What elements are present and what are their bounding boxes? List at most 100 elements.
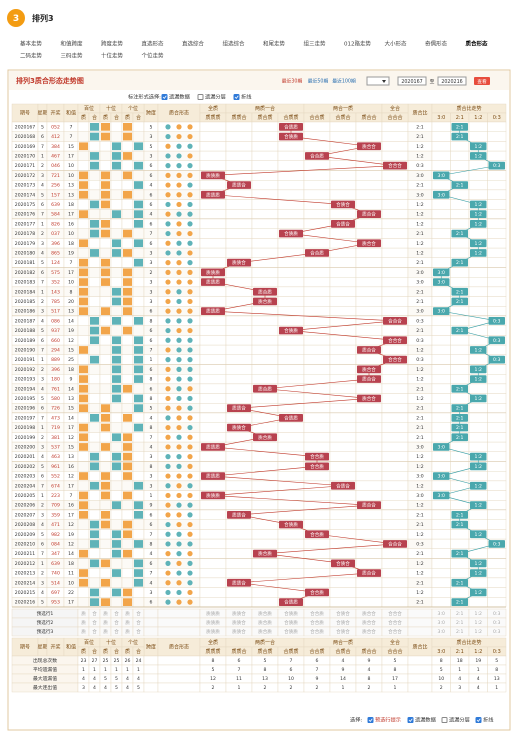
cell xyxy=(110,490,123,501)
view-button-text[interactable]: 查看 xyxy=(477,78,487,85)
preselect-option[interactable]: 合质合 xyxy=(336,610,350,617)
preselect-option[interactable]: 2:1 xyxy=(456,611,463,617)
preselect-option[interactable]: 质质合 xyxy=(232,610,246,617)
from-input[interactable] xyxy=(397,76,427,86)
preselect-option[interactable]: 质 xyxy=(125,619,130,626)
nav-tab[interactable]: 奇偶形态 xyxy=(425,40,448,48)
preselect-option[interactable]: 合合合 xyxy=(388,610,402,617)
nav-tab[interactable]: 个位走势 xyxy=(142,52,165,60)
quick-link[interactable]: 最近50期 xyxy=(308,78,329,85)
preselect-option[interactable]: 合合质 xyxy=(310,619,324,626)
nav-tab[interactable]: 直选形态 xyxy=(142,40,165,48)
nav-tab[interactable]: 组三走势 xyxy=(304,40,327,48)
preselect-option[interactable]: 质合质 xyxy=(258,628,272,635)
checkbox[interactable] xyxy=(367,717,374,723)
nav-tab[interactable]: 质合形态 xyxy=(466,40,489,48)
preselect-option[interactable]: 合 xyxy=(92,610,97,617)
nav-tab[interactable]: 012路走势 xyxy=(344,40,371,48)
preselect-option[interactable]: 1:2 xyxy=(475,629,482,635)
preselect-option[interactable]: 合 xyxy=(136,628,141,635)
preselect-option[interactable]: 3:0 xyxy=(438,629,445,635)
checkbox[interactable] xyxy=(475,717,482,723)
preselect-option[interactable]: 合 xyxy=(114,610,119,617)
nav-tab[interactable]: 和值跨度 xyxy=(61,40,84,48)
preselect-option[interactable]: 合 xyxy=(136,619,141,626)
nav-tab[interactable]: 大小形态 xyxy=(385,40,408,48)
stats-value: 2 xyxy=(264,685,267,691)
preselect-option[interactable]: 0:3 xyxy=(493,620,500,626)
preselect-option[interactable]: 合合合 xyxy=(388,628,402,635)
to-input[interactable] xyxy=(437,76,467,86)
preselect-option[interactable]: 2:1 xyxy=(456,629,463,635)
preselect-option[interactable]: 0:3 xyxy=(493,629,500,635)
nav-tab[interactable]: 直选综合 xyxy=(182,40,205,48)
option-label[interactable]: 遗漏数据 xyxy=(169,93,190,101)
checkbox[interactable] xyxy=(161,94,168,100)
stats-value: 7 xyxy=(238,667,241,673)
quick-link[interactable]: 最近100期 xyxy=(332,78,356,85)
preselect-option[interactable]: 质 xyxy=(125,628,130,635)
preselect-option[interactable]: 合 xyxy=(114,628,119,635)
checkbox[interactable] xyxy=(441,717,448,723)
sum: 10 xyxy=(68,580,74,586)
preselect-option[interactable]: 质 xyxy=(103,619,108,626)
preselect-option[interactable]: 质质合 xyxy=(232,628,246,635)
preselect-option[interactable]: 1:2 xyxy=(475,611,482,617)
preselect-option[interactable]: 质 xyxy=(81,610,86,617)
stats-value: 4 xyxy=(93,676,96,682)
preselect-option[interactable]: 质 xyxy=(103,610,108,617)
preselect-option[interactable]: 质质质 xyxy=(206,619,220,626)
nav-tab[interactable]: 和尾走势 xyxy=(263,40,286,48)
checkbox[interactable] xyxy=(233,94,240,100)
nav-tab[interactable]: 十位走势 xyxy=(101,52,124,60)
preselect-option[interactable]: 0:3 xyxy=(493,611,500,617)
preselect-option[interactable]: 3:0 xyxy=(438,620,445,626)
preselect-option[interactable]: 质 xyxy=(103,628,108,635)
sum: 19 xyxy=(68,328,74,334)
digit-hit xyxy=(123,287,132,296)
preselect-option[interactable]: 质 xyxy=(125,610,130,617)
preselect-option[interactable]: 3:0 xyxy=(438,611,445,617)
period-select[interactable] xyxy=(366,76,390,86)
preselect-option[interactable]: 合质质 xyxy=(284,610,298,617)
check-mark xyxy=(234,95,239,100)
preselect-option[interactable]: 质合合 xyxy=(362,610,376,617)
footer-option[interactable]: 折线 xyxy=(483,716,493,724)
checkbox[interactable] xyxy=(197,94,204,100)
preselect-option[interactable]: 合合质 xyxy=(310,628,324,635)
preselect-option[interactable]: 合 xyxy=(114,619,119,626)
preselect-option[interactable]: 合质合 xyxy=(336,628,350,635)
nav-tab[interactable]: 三码走势 xyxy=(61,52,84,60)
nav-tab[interactable]: 基本走势 xyxy=(20,40,43,48)
checkbox[interactable] xyxy=(407,717,414,723)
preselect-option[interactable]: 合合合 xyxy=(388,619,402,626)
preselect-option[interactable]: 质合合 xyxy=(362,628,376,635)
footer-option[interactable]: 预选行提示 xyxy=(375,716,401,724)
nav-tab[interactable]: 二码走势 xyxy=(20,52,43,60)
preselect-option[interactable]: 合质合 xyxy=(336,619,350,626)
preselect-option[interactable]: 合 xyxy=(92,619,97,626)
preselect-option[interactable]: 质合质 xyxy=(258,610,272,617)
preselect-option[interactable]: 合 xyxy=(92,628,97,635)
preselect-option[interactable]: 质合质 xyxy=(258,619,272,626)
preselect-option[interactable]: 质质质 xyxy=(206,628,220,635)
preselect-option[interactable]: 1:2 xyxy=(475,620,482,626)
preselect-option[interactable]: 2:1 xyxy=(456,620,463,626)
preselect-option[interactable]: 合 xyxy=(136,610,141,617)
preselect-option[interactable]: 质质合 xyxy=(232,619,246,626)
nav-tab[interactable]: 跨度走势 xyxy=(101,40,124,48)
footer-option[interactable]: 遗漏分层 xyxy=(449,716,470,724)
view-button[interactable] xyxy=(474,77,490,85)
preselect-option[interactable]: 质 xyxy=(81,619,86,626)
preselect-option[interactable]: 质 xyxy=(81,628,86,635)
option-label[interactable]: 折线 xyxy=(241,93,251,101)
preselect-option[interactable]: 合合质 xyxy=(310,610,324,617)
preselect-option[interactable]: 合质质 xyxy=(284,628,298,635)
footer-option[interactable]: 遗漏数据 xyxy=(415,716,436,724)
option-label[interactable]: 遗漏分层 xyxy=(205,93,226,101)
preselect-option[interactable]: 合质质 xyxy=(284,619,298,626)
nav-tab[interactable]: 组选综合 xyxy=(223,40,246,48)
quick-link[interactable]: 最近30期 xyxy=(282,78,303,85)
preselect-option[interactable]: 质质质 xyxy=(206,610,220,617)
preselect-option[interactable]: 质合合 xyxy=(362,619,376,626)
